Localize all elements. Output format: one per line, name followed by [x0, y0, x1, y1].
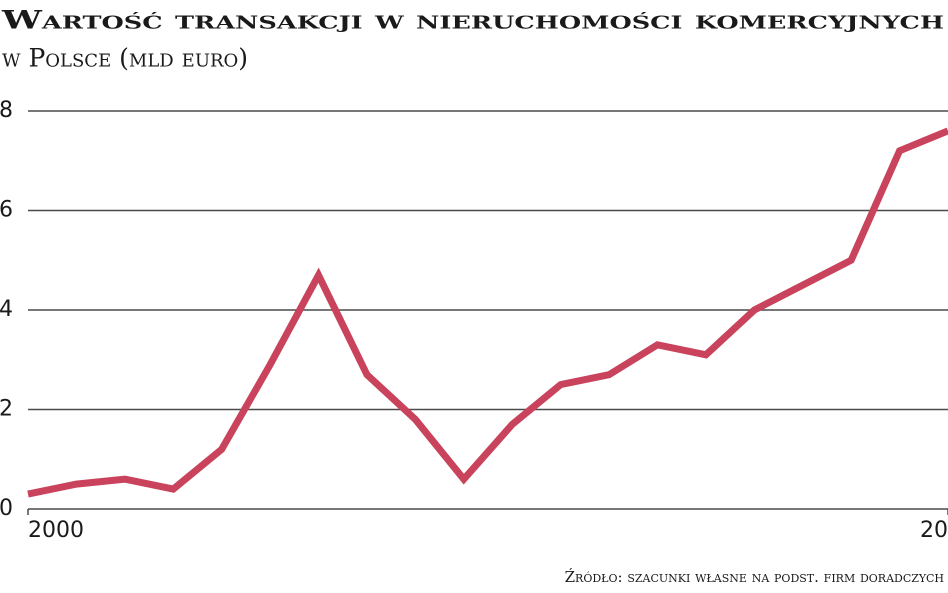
data-line — [27, 127, 948, 498]
y-tick-label: 2 — [0, 397, 13, 422]
y-tick-label: 0 — [0, 496, 13, 521]
x-tick-label: 2019 — [920, 518, 948, 543]
chart-title: Wartość transakcji w nieruchomości komer… — [1, 6, 944, 35]
y-tick-label: 8 — [0, 98, 13, 123]
x-tick-label: 2000 — [28, 518, 84, 543]
source-note: Źródło: szacunki własne na podst. firm d… — [565, 568, 944, 586]
chart-subtitle: w Polsce (mld euro) — [2, 44, 248, 73]
y-tick-label: 6 — [0, 198, 13, 223]
y-tick-label: 4 — [0, 297, 13, 322]
